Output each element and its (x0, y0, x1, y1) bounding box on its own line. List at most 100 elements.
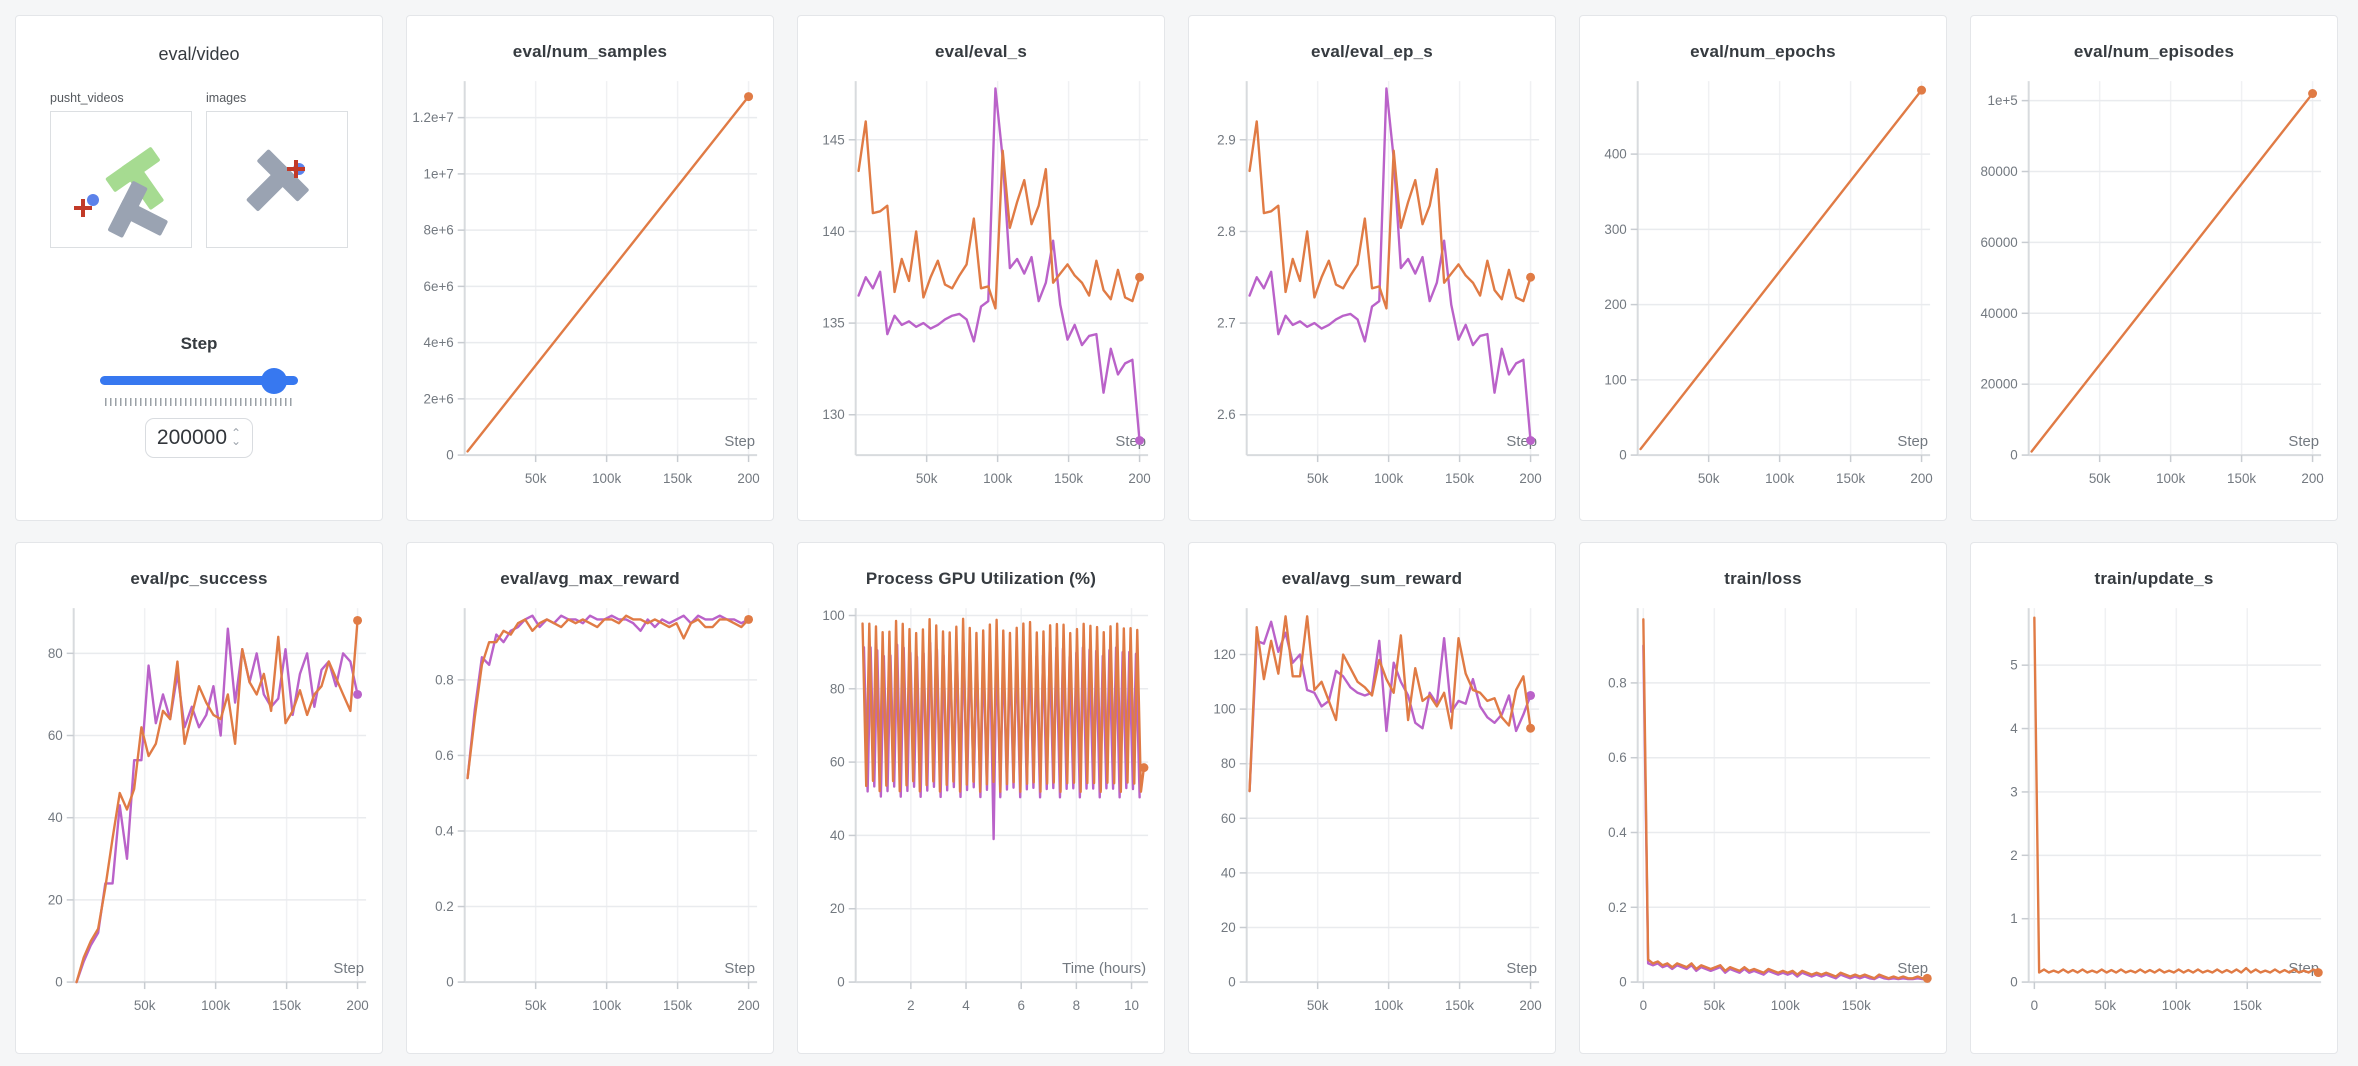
svg-text:40: 40 (48, 810, 63, 825)
panel-eval-num-epochs[interactable]: eval/num_epochs 0 100 200 300 400 50k 100k 150k 2… (1579, 15, 1947, 521)
images-thumbnail[interactable] (206, 111, 348, 248)
pusht-video-thumbnail[interactable] (50, 111, 192, 248)
series-orange-end-marker (1526, 272, 1536, 282)
svg-text:150k: 150k (2233, 998, 2262, 1013)
svg-text:100k: 100k (1765, 471, 1794, 486)
chart-title: eval/pc_success (130, 569, 268, 588)
svg-text:100k: 100k (2156, 471, 2185, 486)
svg-text:200: 200 (1910, 471, 1932, 486)
agent-dot (87, 194, 99, 206)
series-orange-end-marker (1526, 723, 1536, 733)
panel-eval-eval-ep-s[interactable]: eval/eval_ep_s 2.6 2.7 2.8 2.9 50k 100k 150k 200… (1188, 15, 1556, 521)
svg-text:0: 0 (2010, 448, 2017, 463)
x-axis-label: Step (724, 961, 755, 977)
svg-text:20000: 20000 (1980, 377, 2017, 392)
svg-text:2: 2 (907, 998, 914, 1013)
svg-text:40000: 40000 (1980, 306, 2017, 321)
step-value: 200000 (156, 426, 227, 449)
series-orange-line (75, 619, 359, 984)
svg-text:200: 200 (1604, 297, 1626, 312)
svg-text:120: 120 (1213, 647, 1235, 662)
svg-text:200: 200 (346, 998, 368, 1013)
svg-text:2: 2 (2010, 848, 2017, 863)
svg-text:4: 4 (2010, 721, 2018, 736)
series-orange-line (466, 95, 750, 453)
step-slider[interactable] (100, 368, 298, 394)
panel-eval-avg-max-reward[interactable]: eval/avg_max_reward 0 0.2 0.4 0.6 0.8 50k 100k 1… (406, 542, 774, 1054)
svg-text:6: 6 (1017, 998, 1024, 1013)
axes (457, 81, 758, 463)
slider-thumb[interactable] (261, 368, 288, 394)
number-stepper[interactable]: ⌃ ⌄ (231, 426, 242, 448)
series-purple-end-marker (1526, 435, 1536, 445)
tick-labels: 2.6 2.7 2.8 2.9 50k 100k 150k 200 (1217, 132, 1542, 486)
chart-title: Process GPU Utilization (%) (865, 569, 1097, 588)
svg-text:50k: 50k (2095, 998, 2117, 1013)
line-chart-plot: 0 100 200 300 400 50k 100k 150k 200 Step (1604, 81, 1933, 486)
svg-text:4e+6: 4e+6 (424, 335, 454, 350)
svg-text:40: 40 (1221, 865, 1236, 880)
panel-eval-video[interactable]: eval/video pusht_videos (15, 15, 383, 521)
slider-tick-marks (105, 398, 293, 406)
svg-text:100k: 100k (983, 471, 1012, 486)
series-orange-end-marker (744, 614, 754, 624)
svg-text:0: 0 (2031, 998, 2038, 1013)
panel-train-update-s[interactable]: train/update_s 0 1 2 3 4 5 0 50k 100k 150k Step (1970, 542, 2338, 1054)
svg-text:50k: 50k (2089, 471, 2111, 486)
svg-text:0: 0 (446, 448, 453, 463)
line-chart-plot: 0 20 40 60 80 100 120 50k 100k 150k 200 Step (1213, 608, 1542, 1013)
x-axis-label: Step (2288, 961, 2319, 977)
slider-track[interactable] (100, 376, 298, 385)
svg-text:0.4: 0.4 (1608, 825, 1627, 840)
chevron-up-icon[interactable]: ⌃ (231, 426, 242, 440)
panel-title: eval/video (158, 44, 240, 64)
axes (1239, 608, 1540, 990)
svg-text:100: 100 (1213, 702, 1235, 717)
panel-eval-pc-success[interactable]: eval/pc_success 0 20 40 60 80 50k 100k 150k 200 St… (15, 542, 383, 1054)
line-chart-plot: 0 20000 40000 60000 80000 1e+5 50k 100k 150k 200 S… (1980, 81, 2324, 486)
series-orange-end-marker (2308, 89, 2318, 99)
svg-text:200: 200 (2301, 471, 2323, 486)
x-axis-label: Step (2288, 434, 2319, 450)
chart-title: train/update_s (2094, 569, 2214, 588)
gridlines (1637, 81, 1931, 456)
svg-text:3: 3 (2010, 784, 2017, 799)
x-axis-label: Time (hours) (1062, 961, 1146, 977)
chevron-down-icon[interactable]: ⌄ (231, 434, 242, 448)
svg-text:4: 4 (962, 998, 970, 1013)
svg-text:0: 0 (1619, 975, 1626, 990)
svg-text:150k: 150k (1445, 471, 1474, 486)
svg-text:200: 200 (1128, 471, 1150, 486)
svg-text:150k: 150k (272, 998, 301, 1013)
svg-text:0.8: 0.8 (1608, 675, 1627, 690)
panel-eval-eval-s[interactable]: eval/eval_s 130 135 140 145 50k 100k 150k 200 Ste… (797, 15, 1165, 521)
x-axis-label: Step (1897, 961, 1928, 977)
svg-text:10: 10 (1124, 998, 1139, 1013)
panel-eval-num-episodes[interactable]: eval/num_episodes 0 20000 40000 60000 80000 1e… (1970, 15, 2338, 521)
chart-title: eval/num_episodes (2073, 42, 2235, 61)
panel-train-loss[interactable]: train/loss 0 0.2 0.4 0.6 0.8 0 50k 100k 150k Step (1579, 542, 1947, 1054)
svg-text:60: 60 (48, 728, 63, 743)
panel-process-gpu-utilization-[interactable]: Process GPU Utilization (%) 0 20 40 60 80 100 2… (797, 542, 1165, 1054)
series-purple-end-marker (1135, 435, 1145, 445)
axes (1630, 81, 1931, 463)
panel-eval-avg-sum-reward[interactable]: eval/avg_sum_reward 0 20 40 60 80 100 120 50k 100… (1188, 542, 1556, 1054)
panel-eval-num-samples[interactable]: eval/num_samples 0 2e+6 4e+6 6e+6 8e+6 1e+7 1.2… (406, 15, 774, 521)
line-chart-plot: 0 0.2 0.4 0.6 0.8 50k 100k 150k 200 Step (435, 608, 760, 1013)
svg-text:2.8: 2.8 (1217, 224, 1236, 239)
chart-title: train/loss (1724, 569, 1802, 588)
svg-text:20: 20 (830, 901, 845, 916)
axes (1630, 608, 1931, 990)
gridlines (2028, 608, 2322, 983)
images-scene-image (246, 149, 309, 211)
svg-text:100: 100 (1604, 372, 1626, 387)
series-orange-line (2033, 616, 2320, 974)
svg-text:100k: 100k (1374, 998, 1403, 1013)
svg-text:0.4: 0.4 (435, 823, 454, 838)
step-value-input[interactable]: 200000 ⌃ ⌄ (145, 418, 253, 458)
svg-text:2.7: 2.7 (1217, 316, 1236, 331)
svg-text:150k: 150k (1836, 471, 1865, 486)
media-label: pusht_videos (50, 91, 124, 105)
